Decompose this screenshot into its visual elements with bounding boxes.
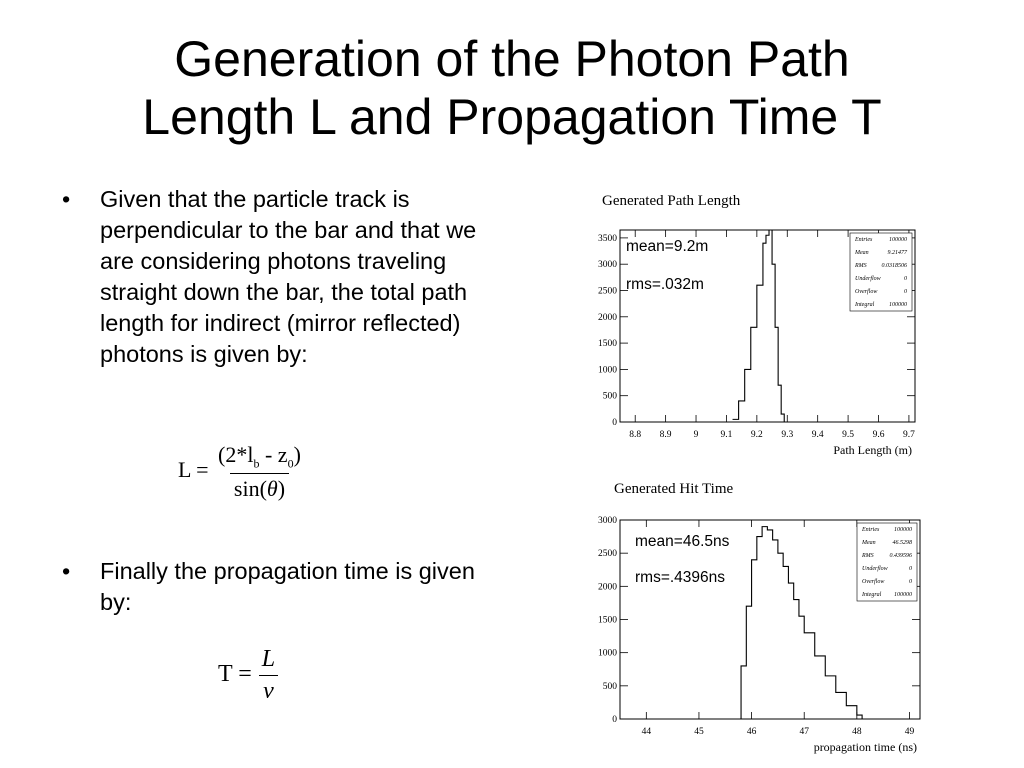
histogram-1: 8.8 8.9 9 9.1 9.2 9.3 9.4 9.5 9.6 9.7 0 500 1000 1500… (598, 229, 916, 457)
eq1-fraction: (2*lb - z0) sin(θ) (214, 442, 305, 502)
y-tick-label: 1500 (598, 339, 617, 349)
stats-box (856, 522, 918, 602)
x-tick-label: 9.1 (721, 430, 733, 440)
stats-key: Mean (861, 540, 876, 546)
x-tick-label: 9.4 (812, 430, 824, 440)
x-tick-label: 9.3 (781, 430, 793, 440)
bullet-dot: • (62, 186, 71, 212)
eq1-sub-b: b (253, 456, 260, 471)
histogram-2: 44 45 46 47 48 49 0 500 1000 1500 2000 2500 3000 prop… (598, 516, 921, 754)
y-tick-label: 0 (612, 418, 617, 428)
x-axis-label: propagation time (ns) (814, 740, 917, 754)
stats-key: Underflow (862, 565, 888, 572)
stats-value: 9.21477 (888, 249, 909, 256)
stats-value: 0 (904, 289, 907, 295)
stats-value: 100000 (894, 527, 912, 533)
eq2-fraction: L v (258, 646, 279, 705)
eq2-numerator: L (261, 646, 276, 672)
stats-value: 100000 (894, 592, 912, 598)
bullet-item-propagation-time: • Finally the propagation time is given … (62, 556, 492, 618)
annotation-rms: rms=.4396ns (635, 569, 725, 586)
eq1-num-mid: - z (259, 442, 288, 467)
eq1-theta: θ (266, 476, 278, 502)
slide-title: Generation of the Photon Path Length L a… (0, 30, 1024, 146)
eq1-den-post: ) (277, 476, 286, 502)
y-tick-label: 1000 (598, 649, 617, 659)
y-tick-label: 3000 (598, 516, 617, 526)
x-tick-label: 47 (799, 727, 809, 737)
stats-key: Underflow (855, 275, 881, 282)
histogram-line (732, 229, 785, 422)
chart-1-title: Generated Path Length (602, 193, 741, 209)
stats-key: Overflow (855, 288, 877, 295)
histogram-line (735, 526, 863, 720)
annotation-mean: mean=46.5ns (635, 533, 730, 550)
x-tick-label: 8.9 (660, 430, 672, 440)
y-tick-label: 1000 (598, 365, 617, 375)
stats-key: Entries (861, 527, 880, 533)
annotation-rms: rms=.032m (626, 276, 704, 293)
y-tick-label: 3000 (598, 260, 617, 270)
stats-key: Overflow (862, 578, 884, 585)
x-tick-label: 9 (694, 430, 699, 440)
title-line-2: Length L and Propagation Time T (142, 89, 882, 145)
stats-value: 100000 (889, 302, 907, 308)
chart-2-title: Generated Hit Time (614, 481, 734, 497)
stats-key: RMS (861, 553, 874, 559)
bullet-text-propagation-time: Finally the propagation time is given by… (100, 558, 475, 615)
annotation-mean: mean=9.2m (626, 238, 708, 255)
stats-value: 0 (909, 579, 912, 585)
stats-value: 100000 (889, 237, 907, 243)
stats-key: Entries (854, 237, 873, 243)
x-tick-label: 9.6 (873, 430, 885, 440)
stats-key: Integral (854, 302, 875, 308)
eq1-num-close: ) (293, 442, 301, 467)
y-tick-label: 1500 (598, 616, 617, 626)
eq2-denominator: v (259, 675, 278, 705)
stats-key: Integral (861, 592, 882, 598)
x-tick-label: 9.7 (903, 430, 915, 440)
eq1-den-pre: sin( (233, 476, 267, 502)
y-tick-label: 500 (603, 392, 618, 402)
title-line-1: Generation of the Photon Path (174, 31, 850, 87)
bullet-list: • Given that the particle track is perpe… (62, 184, 492, 615)
stats-value: 0.0318506 (882, 263, 908, 269)
eq1-lhs: L = (178, 457, 209, 483)
stats-value: 0 (909, 566, 912, 572)
eq2-lhs: T = (218, 661, 252, 688)
stats-value: 0 (904, 276, 907, 282)
x-tick-label: 49 (905, 727, 915, 737)
stats-box (849, 232, 913, 312)
y-tick-label: 2500 (598, 286, 617, 296)
x-tick-label: 44 (642, 727, 652, 737)
y-tick-label: 2000 (598, 313, 617, 323)
y-tick-label: 500 (603, 682, 618, 692)
path-length-equation: L = (2*lb - z0) sin(θ) (178, 442, 305, 502)
eq1-num-open: (2*l (218, 442, 254, 467)
stats-key: RMS (854, 263, 867, 269)
stats-value: 46.5298 (893, 539, 913, 546)
x-tick-label: 9.5 (842, 430, 854, 440)
x-tick-label: 46 (747, 727, 757, 737)
eq1-numerator: (2*lb - z0) (214, 442, 305, 473)
x-axis-label: Path Length (m) (833, 443, 912, 457)
x-tick-label: 48 (852, 727, 862, 737)
x-tick-label: 8.8 (629, 430, 641, 440)
y-tick-label: 0 (612, 715, 617, 725)
bullet-item-path-length: • Given that the particle track is perpe… (62, 184, 492, 370)
propagation-time-equation: T = L v (218, 646, 279, 705)
x-tick-label: 45 (694, 727, 704, 737)
eq1-sub-0: 0 (287, 456, 294, 471)
x-tick-label: 9.2 (751, 430, 763, 440)
stats-value: 0.439596 (890, 552, 913, 559)
plot-frame (619, 229, 916, 423)
y-tick-label: 2000 (598, 582, 617, 592)
stats-key: Mean (854, 250, 869, 256)
y-tick-label: 2500 (598, 549, 617, 559)
y-tick-label: 3500 (598, 234, 617, 244)
bullet-text-path-length: Given that the particle track is perpend… (100, 186, 477, 367)
eq1-denominator: sin(θ) (229, 473, 290, 502)
bullet-dot: • (62, 558, 71, 584)
